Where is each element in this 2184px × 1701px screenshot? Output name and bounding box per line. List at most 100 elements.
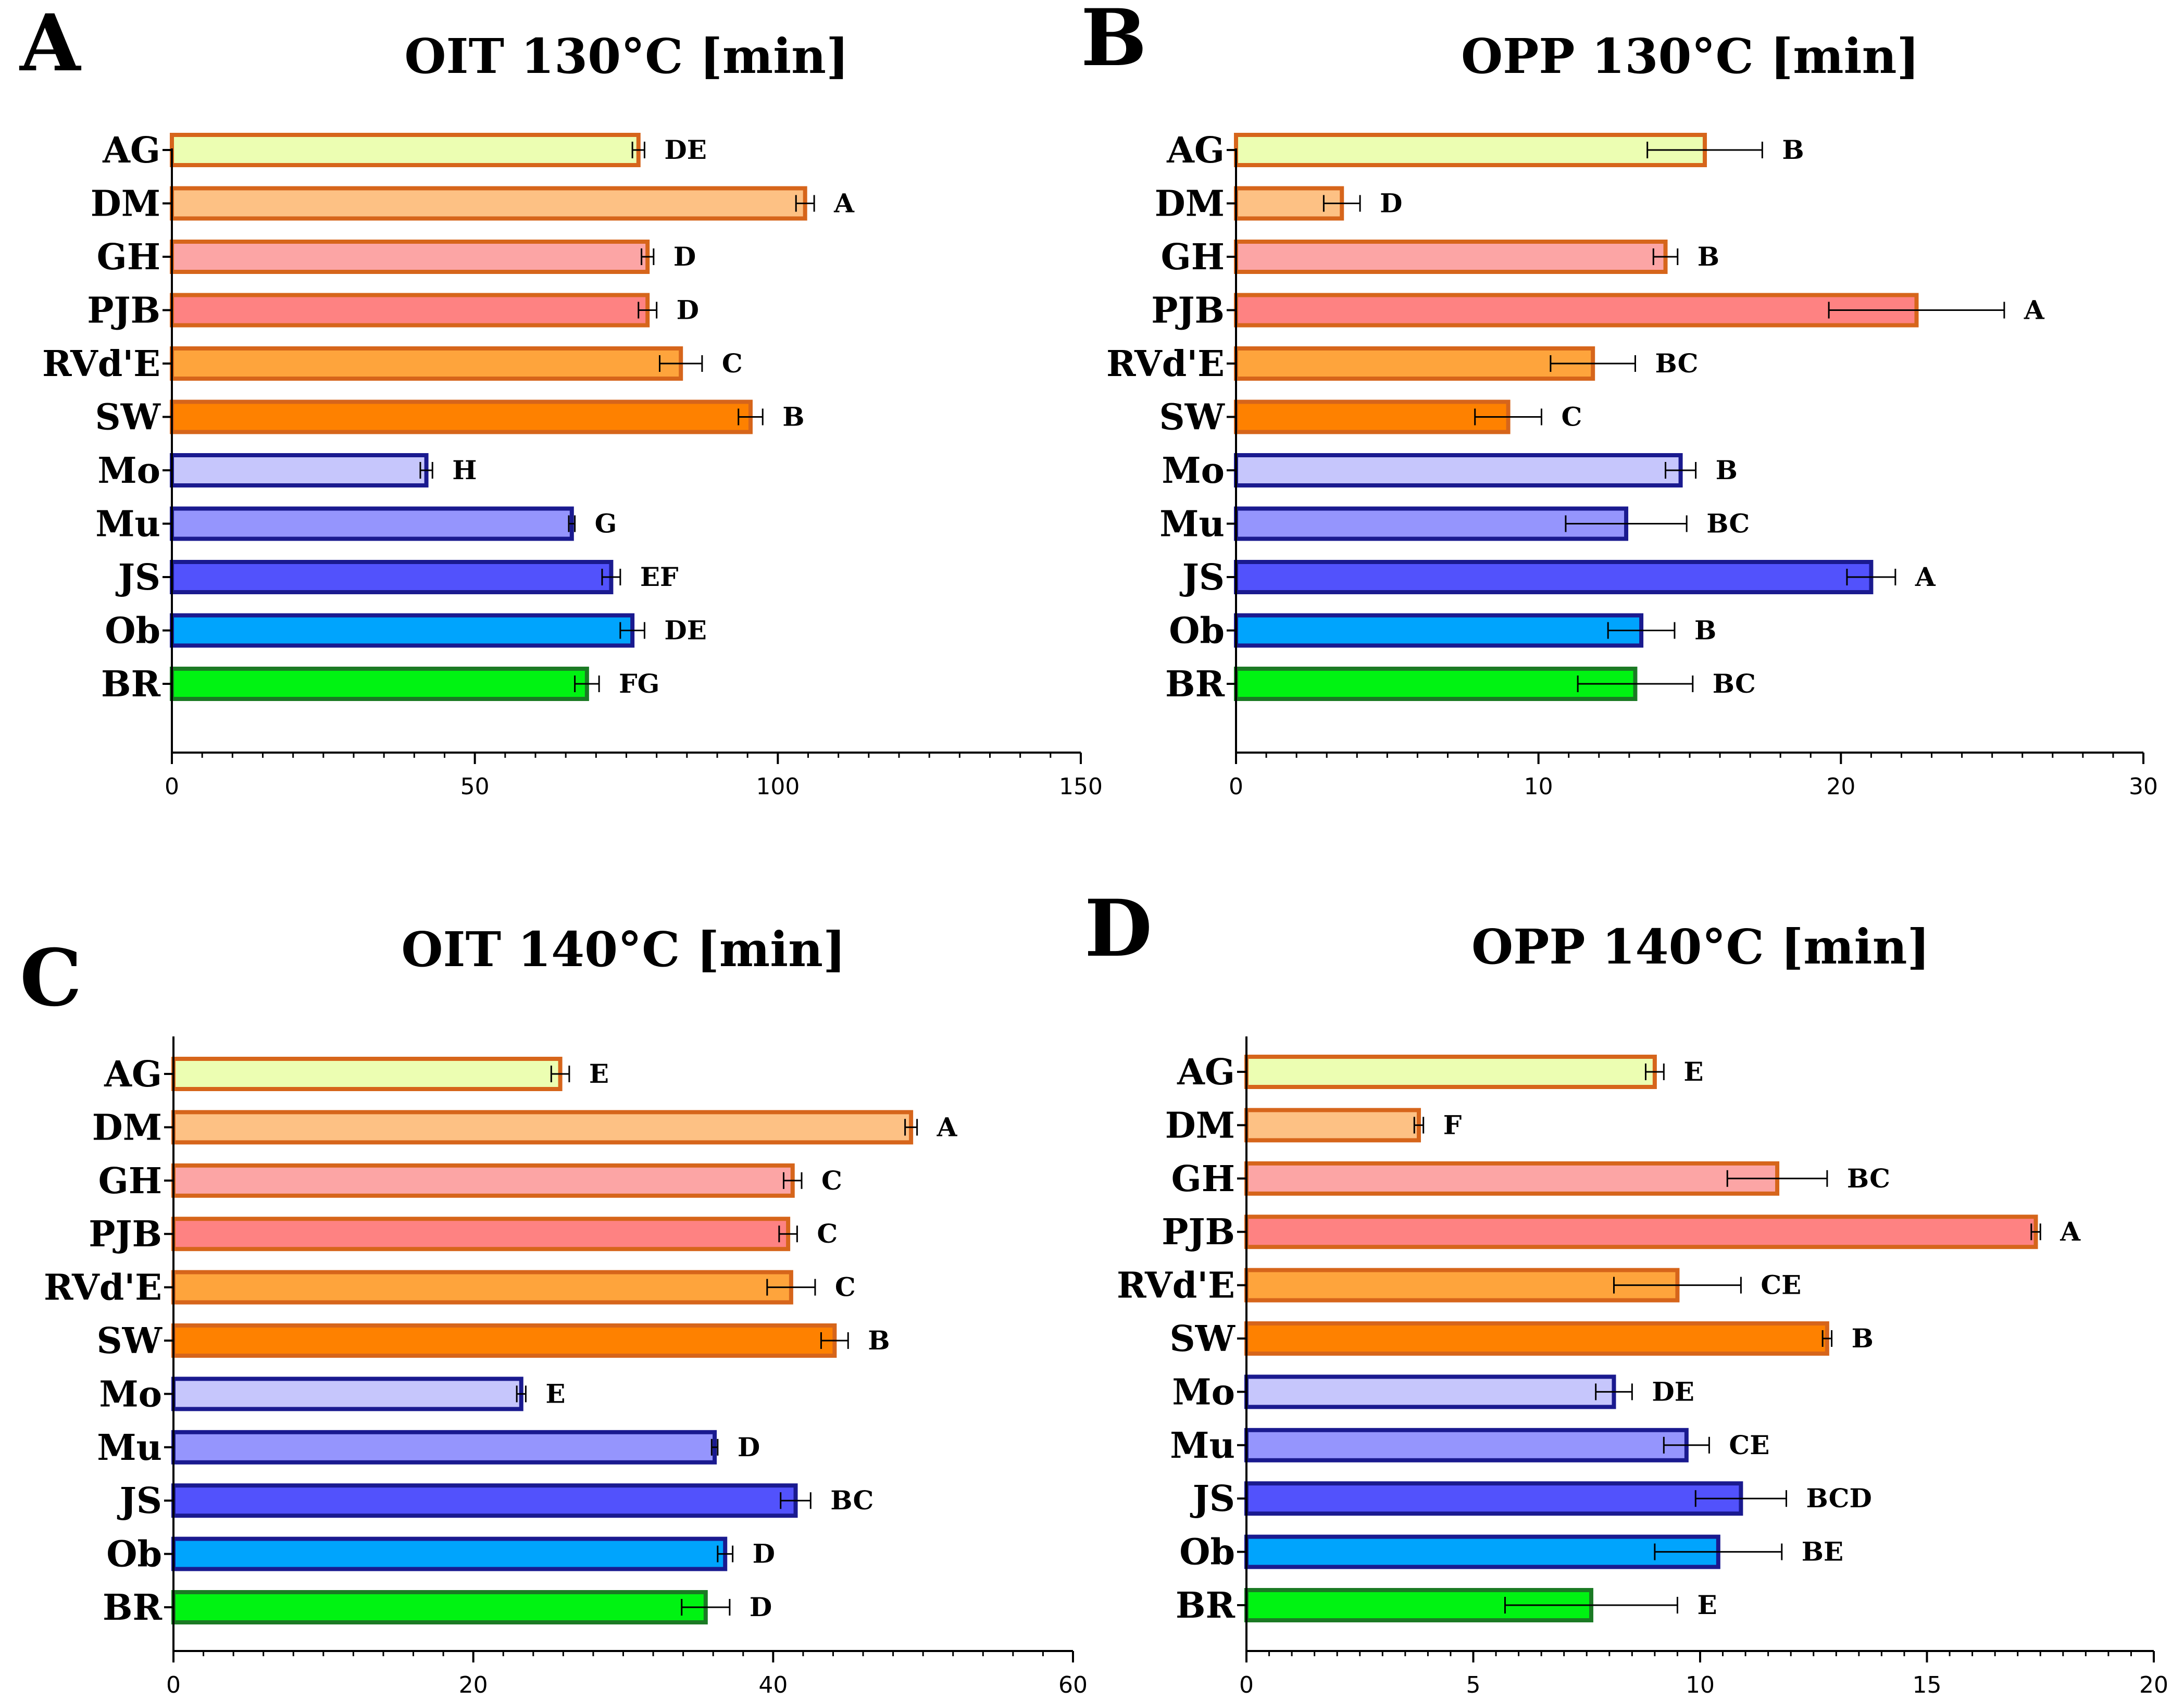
panel-a-category-label-mu: Mu — [95, 504, 160, 545]
panel-d-errorbar-mo — [1595, 1383, 1633, 1400]
panel-a-category-label-rvde: RVd'E — [42, 343, 160, 385]
panel-d-significance-br: E — [1697, 1590, 1717, 1620]
panel-letter-d: D — [1084, 883, 1152, 974]
panel-c-significance-dm: A — [937, 1111, 958, 1142]
panel-a-significance-pjb: D — [677, 295, 699, 326]
panel-c-category-label-sw: SW — [97, 1320, 163, 1362]
panel-c-bar-js — [171, 1483, 798, 1518]
panel-c-x-tick-label: 40 — [758, 1672, 788, 1698]
panel-b-errorbar-ag — [1646, 142, 1763, 158]
panel-c-bar-sw — [171, 1323, 837, 1358]
panel-c-significance-mo: E — [545, 1378, 565, 1409]
panel-a-category-label-pjb: PJB — [87, 290, 160, 332]
panel-d-category-label-ag: AG — [1177, 1052, 1235, 1093]
panel-b-errorbar-js — [1846, 569, 1896, 585]
panel-b-significance-rvde: BC — [1655, 348, 1698, 379]
panel-c-bar-mu — [171, 1430, 717, 1465]
panel-c-x-tick-label: 20 — [459, 1672, 488, 1698]
panel-b-significance-sw: C — [1561, 402, 1582, 432]
panel-d-bar-mu — [1244, 1428, 1689, 1462]
panel-a-bar-gh — [170, 240, 650, 274]
panel-c-significance-br: D — [750, 1592, 772, 1622]
panel-d-category-label-br: BR — [1176, 1585, 1235, 1627]
panel-a-category-label-mo: Mo — [97, 450, 160, 492]
panel-c: C OIT 140°C [min] AG E DM A GH C PJB C RVd'E C SW B… — [20, 921, 1088, 1698]
panel-d-category-label-mu: Mu — [1170, 1425, 1235, 1467]
panel-b-errorbar-br — [1577, 676, 1694, 692]
panel-c-bar-dm — [171, 1110, 914, 1145]
panel-d-x-tick-label: 0 — [1239, 1672, 1254, 1698]
panel-b-x-tick-label: 10 — [1524, 773, 1553, 800]
panel-c-errorbar-rvde — [766, 1279, 816, 1296]
panel-a-errorbar-br — [574, 676, 600, 692]
panel-d-category-label-dm: DM — [1165, 1105, 1235, 1146]
panel-c-significance-ag: E — [589, 1058, 609, 1089]
panel-c-significance-sw: B — [868, 1325, 890, 1356]
panel-c-category-label-ob: Ob — [106, 1534, 162, 1575]
panel-d-errorbar-gh — [1726, 1170, 1828, 1187]
panel-d-x-tick-label: 15 — [1913, 1672, 1942, 1698]
panel-a-significance-ag: DE — [664, 134, 706, 165]
panel-d-errorbar-ob — [1654, 1543, 1783, 1560]
panel-a-significance-sw: B — [782, 402, 804, 432]
panel-d-significance-ob: BE — [1802, 1536, 1843, 1567]
panel-d-bar-pjb — [1244, 1215, 2038, 1249]
panel-d-significance-ag: E — [1683, 1056, 1703, 1087]
panel-b-category-label-sw: SW — [1159, 397, 1226, 439]
panel-b-category-label-js: JS — [1180, 557, 1225, 598]
panel-d-errorbar-js — [1694, 1490, 1787, 1507]
panel-b-x-tick-label: 0 — [1229, 773, 1243, 800]
panel-a-errorbar-gh — [641, 248, 655, 265]
panel-b-category-label-mo: Mo — [1162, 450, 1225, 492]
panel-d-errorbar-br — [1504, 1597, 1678, 1614]
panel-b-errorbar-mo — [1665, 462, 1697, 479]
panel-a-errorbar-mu — [568, 515, 576, 532]
panel-b-bar-br — [1234, 667, 1638, 701]
panel-b-bar-ag — [1234, 133, 1707, 167]
panel-a-errorbar-ob — [619, 622, 645, 639]
panel-a-bar-rvde — [170, 346, 683, 381]
panel-c-significance-mu: D — [738, 1432, 760, 1462]
panel-d-errorbar-mu — [1663, 1436, 1710, 1454]
panel-d-bar-ob — [1244, 1534, 1720, 1569]
panel-c-significance-gh: C — [821, 1165, 842, 1196]
panel-c-significance-ob: D — [753, 1539, 775, 1569]
panel-b-significance-pjb: A — [2024, 295, 2045, 326]
panel-b-significance-dm: D — [1380, 188, 1402, 219]
panel-d-bar-sw — [1244, 1321, 1829, 1356]
panel-a-x-tick-label: 150 — [1059, 773, 1103, 800]
panel-c-bar-rvde — [171, 1270, 793, 1305]
panel-b-significance-mo: B — [1716, 455, 1738, 485]
panel-c-x-tick-label: 0 — [166, 1672, 181, 1698]
panel-c-bar-ob — [171, 1536, 728, 1571]
panel-c-significance-js: BC — [830, 1485, 873, 1516]
panel-a-bar-dm — [170, 186, 807, 221]
panel-c-category-label-rvde: RVd'E — [44, 1267, 162, 1309]
panel-c-category-label-ag: AG — [104, 1054, 162, 1095]
panel-b-errorbar-ob — [1607, 622, 1676, 639]
panel-a-errorbar-sw — [738, 408, 764, 426]
panel-b-significance-ob: B — [1694, 615, 1716, 646]
panel-a-errorbar-pjb — [638, 302, 658, 319]
panel-d-bar-js — [1244, 1481, 1743, 1516]
panel-a-category-label-br: BR — [101, 664, 160, 705]
panel-b-errorbar-gh — [1652, 248, 1679, 265]
panel-d-bar-ag — [1244, 1055, 1657, 1089]
panel-a-bar-ob — [170, 613, 635, 648]
panel-c-x-tick-label: 60 — [1058, 1672, 1088, 1698]
panel-c-errorbar-ag — [550, 1066, 570, 1082]
panel-d-category-label-js: JS — [1190, 1478, 1235, 1520]
panel-c-errorbar-pjb — [778, 1225, 798, 1243]
panel-a-significance-rvde: C — [722, 348, 743, 379]
panel-b-category-label-dm: DM — [1155, 183, 1225, 225]
panel-c-plot: AG E DM A GH C PJB C RVd'E C SW B Mo E Mu D JS BC Ob D BR D 0 2… — [44, 1036, 1088, 1698]
panel-d-x-tick-label: 5 — [1466, 1672, 1481, 1698]
panel-d-significance-js: BCD — [1806, 1483, 1871, 1514]
panel-b-bar-gh — [1234, 240, 1668, 274]
panel-d-x-tick-label: 20 — [2139, 1672, 2168, 1698]
panel-b-bar-pjb — [1234, 293, 1919, 328]
panel-c-bar-br — [171, 1590, 708, 1624]
panel-b-category-label-pjb: PJB — [1151, 290, 1225, 332]
panel-d-errorbar-sw — [1821, 1330, 1833, 1347]
